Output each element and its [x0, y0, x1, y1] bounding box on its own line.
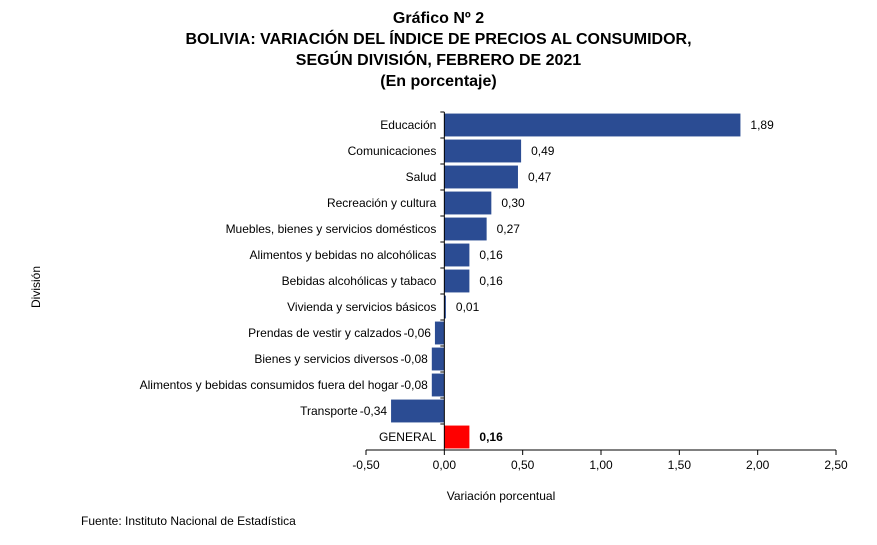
data-label: 0,01	[456, 300, 480, 314]
bar	[444, 217, 487, 241]
category-label: Alimentos y bebidas no alcohólicas	[250, 248, 437, 262]
chart-subtitle: SEGÚN DIVISIÓN, FEBRERO DE 2021	[295, 52, 582, 69]
bars-layer	[391, 113, 741, 449]
x-tick-label: 0,50	[511, 458, 535, 472]
category-label: Educación	[380, 118, 436, 132]
chart-units: (En porcentaje)	[380, 73, 497, 90]
bar	[444, 139, 522, 163]
bar	[434, 321, 445, 345]
chart-title-block: Gráfico Nº 2 BOLIVIA: VARIACIÓN DEL ÍNDI…	[0, 8, 877, 92]
x-axis-title: Variación porcentual	[447, 489, 556, 503]
category-label: GENERAL	[379, 430, 437, 444]
category-label: Bienes y servicios diversos	[254, 352, 398, 366]
data-label: 0,27	[497, 222, 521, 236]
y-axis-title: División	[29, 266, 43, 308]
bar	[444, 113, 741, 137]
data-label: 0,47	[528, 170, 552, 184]
source-note: Fuente: Instituto Nacional de Estadístic…	[81, 514, 296, 528]
category-label: Recreación y cultura	[327, 196, 437, 210]
bar	[444, 295, 446, 319]
category-label: Bebidas alcohólicas y tabaco	[282, 274, 437, 288]
category-label: Comunicaciones	[348, 144, 437, 158]
data-label: -0,08	[400, 378, 428, 392]
category-label: Vivienda y servicios básicos	[287, 300, 436, 314]
category-label: Salud	[406, 170, 437, 184]
category-label: Muebles, bienes y servicios domésticos	[226, 222, 437, 236]
category-label: Prendas de vestir y calzados	[248, 326, 401, 340]
data-label: -0,34	[360, 404, 388, 418]
category-label: Alimentos y bebidas consumidos fuera del…	[140, 378, 399, 392]
axis-layer	[365, 111, 837, 455]
data-label: 0,30	[501, 196, 525, 210]
labels-layer: Educación 1,89 Comunicaciones 0,49 Salud 0,47…	[140, 118, 848, 472]
bar	[444, 425, 470, 449]
data-label: 0,16	[479, 248, 503, 262]
data-label: -0,06	[404, 326, 432, 340]
data-label: 0,16	[479, 430, 503, 444]
x-tick-label: -0,50	[352, 458, 380, 472]
category-label: Transporte	[300, 404, 358, 418]
x-tick-label: 1,50	[668, 458, 692, 472]
chart-title: BOLIVIA: VARIACIÓN DEL ÍNDICE DE PRECIOS…	[185, 31, 692, 48]
data-label: 0,16	[479, 274, 503, 288]
bar	[444, 243, 470, 267]
data-label: -0,08	[400, 352, 428, 366]
bar	[431, 373, 445, 397]
bar	[444, 165, 518, 189]
x-tick-label: 2,00	[746, 458, 770, 472]
data-label: 0,49	[531, 144, 555, 158]
chart-number: Gráfico Nº 2	[392, 10, 485, 27]
x-tick-label: 0,00	[433, 458, 457, 472]
bar	[444, 269, 470, 293]
bar	[444, 191, 492, 215]
bar	[431, 347, 445, 371]
data-label: 1,89	[750, 118, 774, 132]
x-tick-label: 1,00	[589, 458, 613, 472]
bar	[391, 399, 445, 423]
x-tick-label: 2,50	[824, 458, 848, 472]
